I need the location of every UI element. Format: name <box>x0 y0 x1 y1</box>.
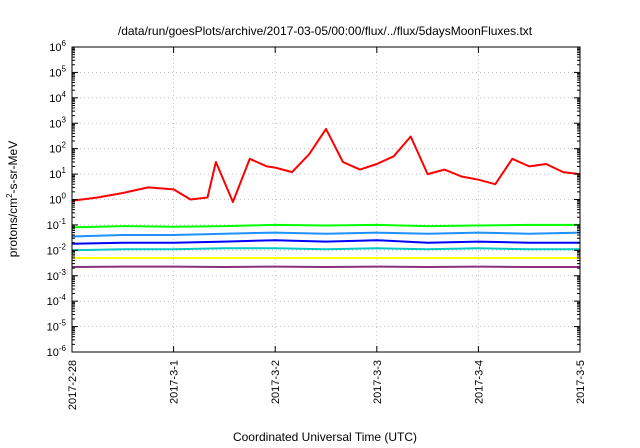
y-tick-label: 10-1 <box>47 217 67 232</box>
x-axis-ticks: 2017-2-28 2017-3-1 2017-3-2 2017-3-3 2017-3-… <box>67 47 587 410</box>
y-tick-label-exp: 5 <box>62 64 67 73</box>
series-group <box>71 127 581 268</box>
y-tick-label-exp: 6 <box>62 39 67 48</box>
series-line-4 <box>71 247 580 252</box>
y-tick-label-exp: -5 <box>59 319 67 328</box>
y-axis-label-base: protons/cm <box>6 198 20 257</box>
y-axis-label: protons/cm2-s-sr-MeV <box>5 141 20 257</box>
y-tick-label-base: 10 <box>49 93 61 105</box>
series-line-1 <box>71 223 580 229</box>
y-tick-label: 10-3 <box>47 268 67 283</box>
y-tick-label: 10-2 <box>47 242 67 257</box>
y-tick-label-exp: -1 <box>59 217 67 226</box>
y-tick-label-exp: 4 <box>62 90 67 99</box>
x-tick-label: 2017-3-2 <box>270 360 282 404</box>
series-line-0 <box>71 127 581 203</box>
y-tick-label: 104 <box>49 90 66 105</box>
y-tick-label: 103 <box>49 115 66 130</box>
y-tick-label-exp: -4 <box>59 293 67 302</box>
y-tick-label: 100 <box>49 192 66 207</box>
y-tick-label-base: 10 <box>47 245 59 257</box>
y-tick-label-base: 10 <box>47 220 59 232</box>
y-tick-label-base: 10 <box>49 144 61 156</box>
y-axis-label-rest: -s-sr-MeV <box>6 141 20 194</box>
x-tick-label: 2017-3-3 <box>372 360 384 404</box>
x-tick-label: 2017-3-4 <box>473 360 485 404</box>
y-tick-label-base: 10 <box>47 322 59 334</box>
x-tick-label: 2017-3-5 <box>575 360 587 404</box>
y-tick-label-base: 10 <box>49 67 61 79</box>
y-tick-label: 10-4 <box>47 293 67 308</box>
series-line-2 <box>71 231 581 238</box>
x-tick-label: 2017-2-28 <box>67 360 79 410</box>
y-tick-label-exp: 1 <box>62 166 67 175</box>
grid-lines <box>71 46 581 353</box>
y-tick-label-exp: -2 <box>59 242 67 251</box>
series-line-3 <box>71 239 580 245</box>
y-tick-label-base: 10 <box>47 271 59 283</box>
y-tick-label-exp: 3 <box>62 115 67 124</box>
y-tick-label-base: 10 <box>47 347 59 359</box>
x-axis-label: Coordinated Universal Time (UTC) <box>233 430 417 444</box>
y-tick-label-base: 10 <box>49 195 61 207</box>
y-tick-label-base: 10 <box>47 296 59 308</box>
chart-title: /data/run/goesPlots/archive/2017-03-05/0… <box>118 24 533 38</box>
y-tick-label-base: 10 <box>49 42 61 54</box>
y-tick-label-exp: 2 <box>62 141 67 150</box>
y-tick-label-base: 10 <box>49 118 61 130</box>
y-tick-label-exp: -6 <box>59 344 67 353</box>
y-tick-label: 101 <box>49 166 66 181</box>
y-tick-label: 10-5 <box>47 319 67 334</box>
y-tick-label: 102 <box>49 141 66 156</box>
y-tick-label-exp: -3 <box>59 268 67 277</box>
y-tick-label-exp: 0 <box>62 192 67 201</box>
y-axis-label-sup: 2 <box>5 193 14 198</box>
y-axis-ticks: 10-610-510-410-310-210-11001011021031041… <box>47 39 580 359</box>
y-tick-label: 10-6 <box>47 344 67 359</box>
y-tick-label: 106 <box>49 39 66 54</box>
y-tick-label-base: 10 <box>49 169 61 181</box>
y-tick-label: 105 <box>49 64 66 79</box>
x-tick-label: 2017-3-1 <box>169 360 181 404</box>
